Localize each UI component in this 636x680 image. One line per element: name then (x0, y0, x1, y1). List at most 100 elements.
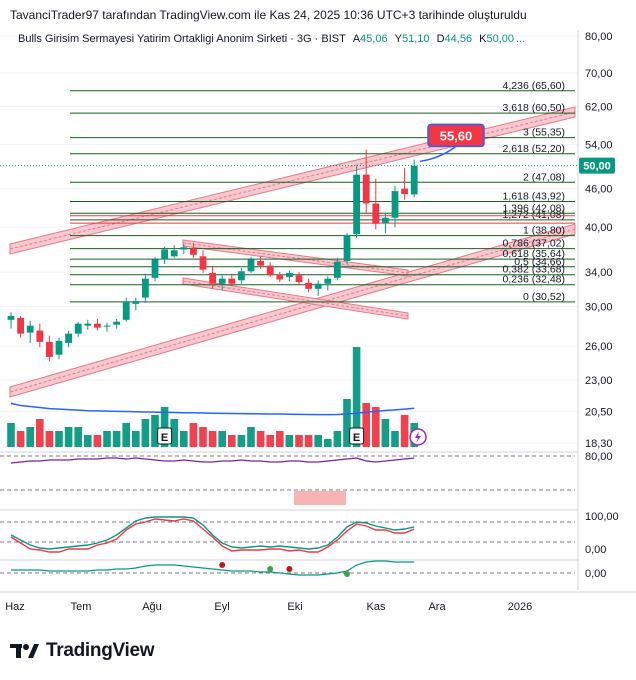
stoch-d-line (10, 518, 415, 553)
fib-label: 1 (38,80) (523, 225, 565, 237)
price-tick-label: 20,50 (585, 407, 613, 419)
channel-band (182, 239, 409, 277)
earnings-marker: E (157, 427, 173, 445)
volume-bar (141, 419, 150, 447)
candle (372, 178, 380, 230)
candle (122, 297, 130, 322)
candle (26, 320, 34, 343)
target-pointer (419, 145, 457, 163)
trend-channels[interactable] (9, 106, 576, 398)
candle-body (36, 330, 44, 342)
rsi-highlight (294, 491, 346, 505)
time-tick-label: Eki (287, 601, 302, 613)
fib-level: 2,618 (52,20) (70, 143, 575, 155)
candle (314, 280, 322, 296)
tradingview-wordmark: TradingView (46, 640, 155, 661)
volume-bar (352, 347, 361, 447)
low-label: D (436, 33, 445, 45)
volume-bar (160, 407, 169, 447)
candle-body (7, 315, 15, 320)
tradingview-branding[interactable]: TradingView (10, 640, 155, 662)
fib-label: 2 (47,08) (523, 171, 565, 183)
volume-bar (189, 423, 198, 447)
candle (218, 275, 226, 291)
earnings-box (157, 427, 173, 445)
candle-body (410, 165, 418, 195)
candle-body (55, 340, 63, 355)
candle-body (94, 323, 101, 328)
volume-bar (304, 435, 313, 447)
volume-bar (93, 435, 102, 447)
fib-label: 0,5 (34,66) (514, 256, 565, 268)
fib-label: 4,236 (65,60) (503, 80, 565, 92)
candle (247, 257, 255, 273)
candle (199, 250, 207, 273)
volume-bar (74, 427, 82, 447)
volume-bar (218, 431, 226, 447)
symbol-name: Bulls Girisim Sermayesi Yatirim Ortaklig… (18, 33, 346, 45)
time-tick-label: Haz (5, 601, 25, 613)
fibonacci-levels[interactable]: 4,236 (65,60) 3,618 (60,50) 3 (55,35) 2,618… (70, 80, 575, 303)
tradingview-logo-icon (10, 644, 39, 658)
candle-body (343, 234, 351, 261)
candle-body (199, 256, 207, 270)
earnings-box (349, 427, 365, 445)
volume-bar (285, 435, 294, 447)
volume-bar (247, 427, 255, 447)
channel-band (9, 223, 576, 398)
more-ellipsis[interactable]: ... (516, 33, 526, 45)
high-value: 51,10 (401, 33, 430, 45)
rsi-line (10, 457, 415, 464)
candle (190, 242, 197, 258)
candle (286, 270, 293, 282)
candle-body (353, 174, 360, 235)
volume-bar (151, 415, 159, 447)
fib-level: 2 (47,08) (70, 171, 575, 183)
volume-bar (122, 423, 130, 447)
volume-bar (314, 435, 322, 447)
candle-body (228, 278, 236, 284)
volume-bar (199, 427, 207, 447)
candle (228, 273, 236, 287)
volume-bar (64, 427, 73, 447)
lightning-bolt (415, 431, 421, 443)
fib-label: 3,618 (60,50) (503, 102, 565, 114)
price-tick-label: 54,00 (585, 139, 613, 151)
price-tick-label: 46,00 (585, 184, 613, 196)
price-tick-label: 23,00 (585, 375, 613, 387)
candle (324, 276, 332, 291)
indicator-panels: 80,00 100,00 0,00 0,00 (0, 451, 619, 580)
candle-body (84, 323, 92, 326)
volume-bar (343, 399, 351, 447)
volume-bar (266, 435, 274, 447)
fib-label: 3 (55,35) (523, 127, 565, 139)
price-axis[interactable]: 80,00 70,00 62,00 54,00 46,00 40,00 34,00 30,00… (0, 30, 615, 590)
candle-body (65, 333, 72, 343)
close-label: K (479, 33, 487, 45)
price-tick-label: 26,00 (585, 341, 613, 353)
earnings-letter: E (353, 432, 360, 444)
volume-bar (400, 415, 409, 447)
close-value: 50,00 (486, 33, 514, 45)
volume-bar (237, 435, 246, 447)
moving-average (10, 402, 415, 416)
volume-bar (324, 439, 332, 447)
volume-bar (16, 431, 25, 447)
fib-label: 1,272 (41,08) (503, 209, 565, 221)
target-callout[interactable]: 55,60 (419, 123, 485, 163)
candle (334, 257, 341, 281)
candle-body (161, 249, 168, 260)
symbol-legend[interactable]: Bulls Girisim Sermayesi Yatirim Ortaklig… (18, 33, 525, 45)
candles (7, 149, 418, 362)
candle (46, 335, 53, 362)
candle (295, 272, 303, 285)
candle (151, 257, 159, 282)
candle-body (314, 283, 322, 289)
candle-body (372, 203, 380, 224)
time-axis[interactable]: Haz Tem Ağu Eyl Eki Kas Ara 2026 (0, 591, 636, 613)
volume-bar (180, 431, 188, 447)
volume-bar (391, 431, 399, 447)
channel-midline (182, 280, 409, 317)
